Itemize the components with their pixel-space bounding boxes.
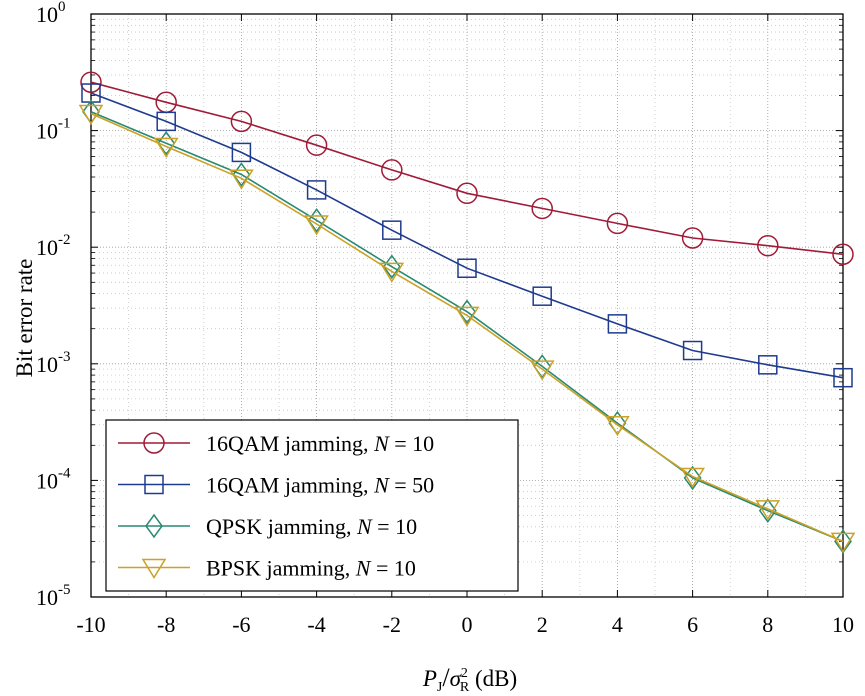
legend-entry: 16QAM jamming, N = 50 <box>118 473 434 498</box>
y-tick-label: 10-1 <box>36 116 71 144</box>
series-layer <box>78 71 856 554</box>
series-2 <box>81 83 853 388</box>
data-point-marker <box>456 182 478 205</box>
x-tick-label: 10 <box>832 612 854 637</box>
data-point-marker <box>533 354 552 379</box>
x-tick-label: 2 <box>537 612 548 637</box>
data-point-marker <box>830 532 856 553</box>
legend-marker <box>145 513 163 539</box>
data-point-marker <box>681 227 704 249</box>
data-point-marker <box>156 111 176 132</box>
x-label-p-sub: J <box>437 680 443 695</box>
data-point-marker <box>606 212 629 235</box>
legend-entry: BPSK jamming, N = 10 <box>118 556 416 581</box>
legend-label: 16QAM jamming, N = 50 <box>206 473 434 498</box>
axis-ticks <box>90 13 844 598</box>
data-point-marker <box>457 258 477 278</box>
x-tick-label: -10 <box>76 612 105 637</box>
y-axis-label: Bit error rate <box>12 259 37 378</box>
data-point-marker <box>382 220 402 240</box>
data-point-marker <box>78 104 104 125</box>
x-label-slash: / <box>442 663 450 692</box>
legend-marker <box>141 558 167 579</box>
data-point-marker <box>305 134 328 156</box>
data-point-marker <box>682 340 703 361</box>
data-point-marker <box>757 234 779 257</box>
legend-label: BPSK jamming, N = 10 <box>206 556 416 581</box>
data-point-marker <box>832 243 854 266</box>
legend-box <box>105 419 519 592</box>
y-tick-labels: 10-5 10-4 10-3 10-2 10-1 100 <box>36 0 71 610</box>
series-line <box>90 92 844 379</box>
legend-entry: 16QAM jamming, N = 10 <box>118 431 434 456</box>
x-axis-label: PJ/σ2 R (dB) <box>422 663 517 695</box>
x-label-unit: (dB) <box>469 666 517 691</box>
series-line <box>90 112 844 543</box>
x-label-sigma-sub: R <box>460 680 470 695</box>
x-tick-label: 0 <box>462 612 473 637</box>
x-tick-label: 8 <box>762 612 773 637</box>
x-tick-label: -2 <box>383 612 401 637</box>
legend-marker <box>144 474 164 495</box>
data-point-marker <box>381 159 403 181</box>
x-label-sigma: σ <box>450 666 463 691</box>
data-point-marker <box>532 286 552 306</box>
x-tick-label: -4 <box>307 612 325 637</box>
data-point-marker <box>758 355 778 375</box>
y-tick-label: 100 <box>36 0 66 27</box>
data-point-marker <box>607 314 628 334</box>
series-line <box>90 111 844 543</box>
y-tick-label: 10-3 <box>36 349 71 377</box>
data-point-marker <box>304 215 329 236</box>
legend-label: 16QAM jamming, N = 10 <box>206 431 434 456</box>
data-point-marker <box>680 467 705 488</box>
legend-label: QPSK jamming, N = 10 <box>206 514 417 539</box>
data-point-marker <box>157 130 176 156</box>
x-label-sigma-sup: 2 <box>461 666 468 681</box>
x-tick-label: -8 <box>157 612 175 637</box>
y-tick-label: 10-2 <box>36 232 71 260</box>
data-point-marker <box>306 180 327 200</box>
x-label-p: P <box>422 666 437 691</box>
legend: 16QAM jamming, N = 10 16QAM jamming, N = … <box>105 419 519 592</box>
data-point-marker <box>755 500 781 521</box>
data-point-marker <box>153 137 179 158</box>
x-tick-label: -6 <box>232 612 250 637</box>
data-point-marker <box>231 142 252 163</box>
x-tick-label: 6 <box>687 612 698 637</box>
data-point-marker <box>833 367 853 388</box>
data-point-marker <box>379 262 405 283</box>
series-line <box>90 81 844 256</box>
x-tick-labels: -10 -8 -6 -4 -2 0 2 4 6 8 10 <box>76 612 854 637</box>
data-point-marker <box>683 465 702 491</box>
data-point-marker <box>229 169 254 190</box>
data-point-marker <box>454 306 480 327</box>
series-1 <box>80 71 854 266</box>
x-tick-label: 4 <box>612 612 623 637</box>
data-point-marker <box>605 416 630 437</box>
data-point-marker <box>230 110 253 133</box>
data-point-marker <box>531 197 553 220</box>
y-tick-label: 10-4 <box>36 465 71 493</box>
legend-entry: QPSK jamming, N = 10 <box>118 513 417 539</box>
data-point-marker <box>80 71 102 93</box>
y-tick-label: 10-5 <box>36 582 71 610</box>
legend-marker <box>143 432 165 454</box>
series-4 <box>78 104 856 553</box>
data-point-marker <box>529 360 555 381</box>
